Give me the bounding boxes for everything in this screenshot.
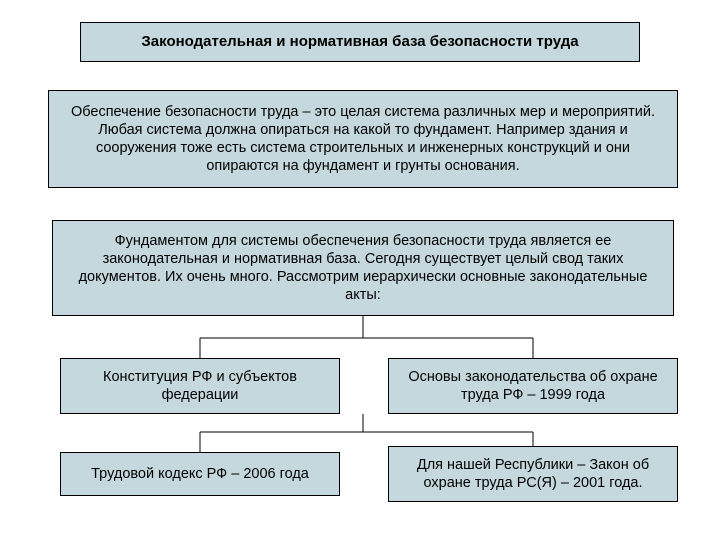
- title-box: Законодательная и нормативная база безоп…: [80, 22, 640, 62]
- leaf-top-left: Конституция РФ и субъектов федерации: [60, 358, 340, 414]
- connector-top: [200, 316, 533, 358]
- leaf-bottom-left: Трудовой кодекс РФ – 2006 года: [60, 452, 340, 496]
- leaf-top-right: Основы законодательства об охране труда …: [388, 358, 678, 414]
- intro-box: Обеспечение безопасности труда – это цел…: [48, 90, 678, 188]
- leaf-bottom-right: Для нашей Республики – Закон об охране т…: [388, 446, 678, 502]
- base-box: Фундаментом для системы обеспечения безо…: [52, 220, 674, 316]
